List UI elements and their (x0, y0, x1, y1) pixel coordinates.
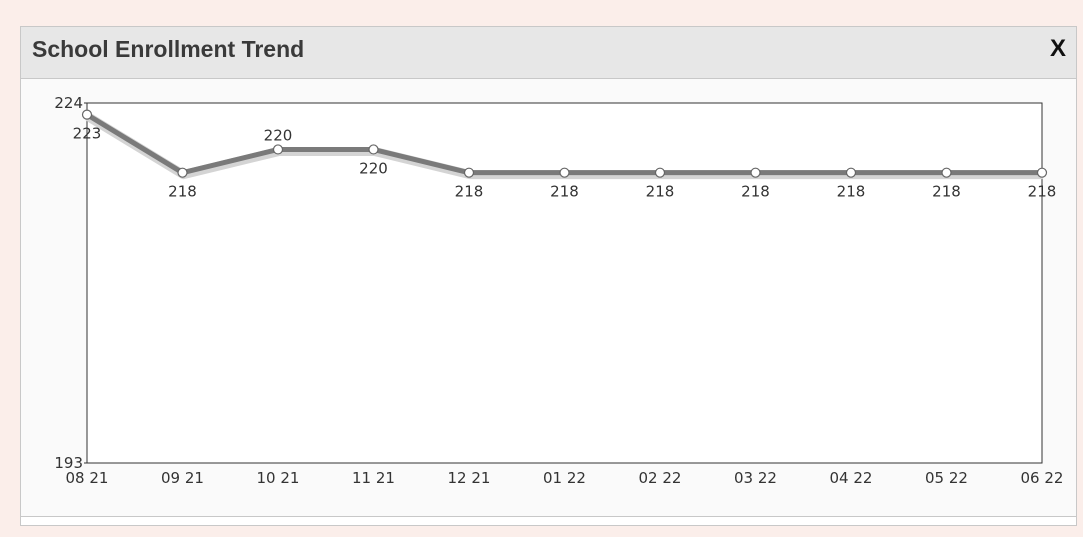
panel-header: School Enrollment Trend X (21, 27, 1076, 79)
data-point (559, 167, 570, 178)
data-point (845, 167, 857, 178)
data-label: 218 (550, 183, 579, 201)
data-point (368, 144, 379, 155)
x-tick-label: 03 22 (734, 469, 777, 487)
x-tick-label: 05 22 (925, 469, 968, 487)
data-point (177, 167, 188, 178)
data-label: 218 (168, 183, 197, 201)
data-point (1036, 167, 1048, 178)
data-label: 218 (455, 183, 484, 201)
data-label: 218 (837, 183, 866, 201)
data-point (654, 167, 666, 178)
panel-title: School Enrollment Trend (32, 36, 305, 62)
y-tick-label: 193 (54, 454, 83, 472)
data-label: 223 (73, 125, 102, 143)
data-label: 218 (932, 183, 961, 201)
x-tick-label: 01 22 (543, 469, 586, 487)
x-tick-label: 04 22 (830, 469, 873, 487)
data-label: 220 (359, 159, 388, 177)
data-point (463, 167, 475, 178)
y-tick-label: 224 (54, 94, 83, 112)
x-tick-label: 10 21 (257, 469, 300, 487)
x-tick-label: 11 21 (352, 469, 395, 487)
x-tick-label: 06 22 (1021, 469, 1064, 487)
x-tick-label: 12 21 (448, 469, 491, 487)
data-label: 220 (264, 126, 293, 144)
x-tick-label: 02 22 (639, 469, 682, 487)
data-point (750, 167, 761, 178)
data-label: 218 (1028, 183, 1057, 201)
data-point (272, 144, 284, 155)
x-tick-label: 09 21 (161, 469, 204, 487)
close-button[interactable]: X (1049, 35, 1066, 62)
data-label: 218 (646, 183, 675, 201)
data-point (81, 109, 93, 120)
plot-area (86, 102, 1043, 464)
x-tick-label: 08 21 (66, 469, 109, 487)
data-label: 218 (741, 183, 770, 201)
data-point (941, 167, 952, 178)
